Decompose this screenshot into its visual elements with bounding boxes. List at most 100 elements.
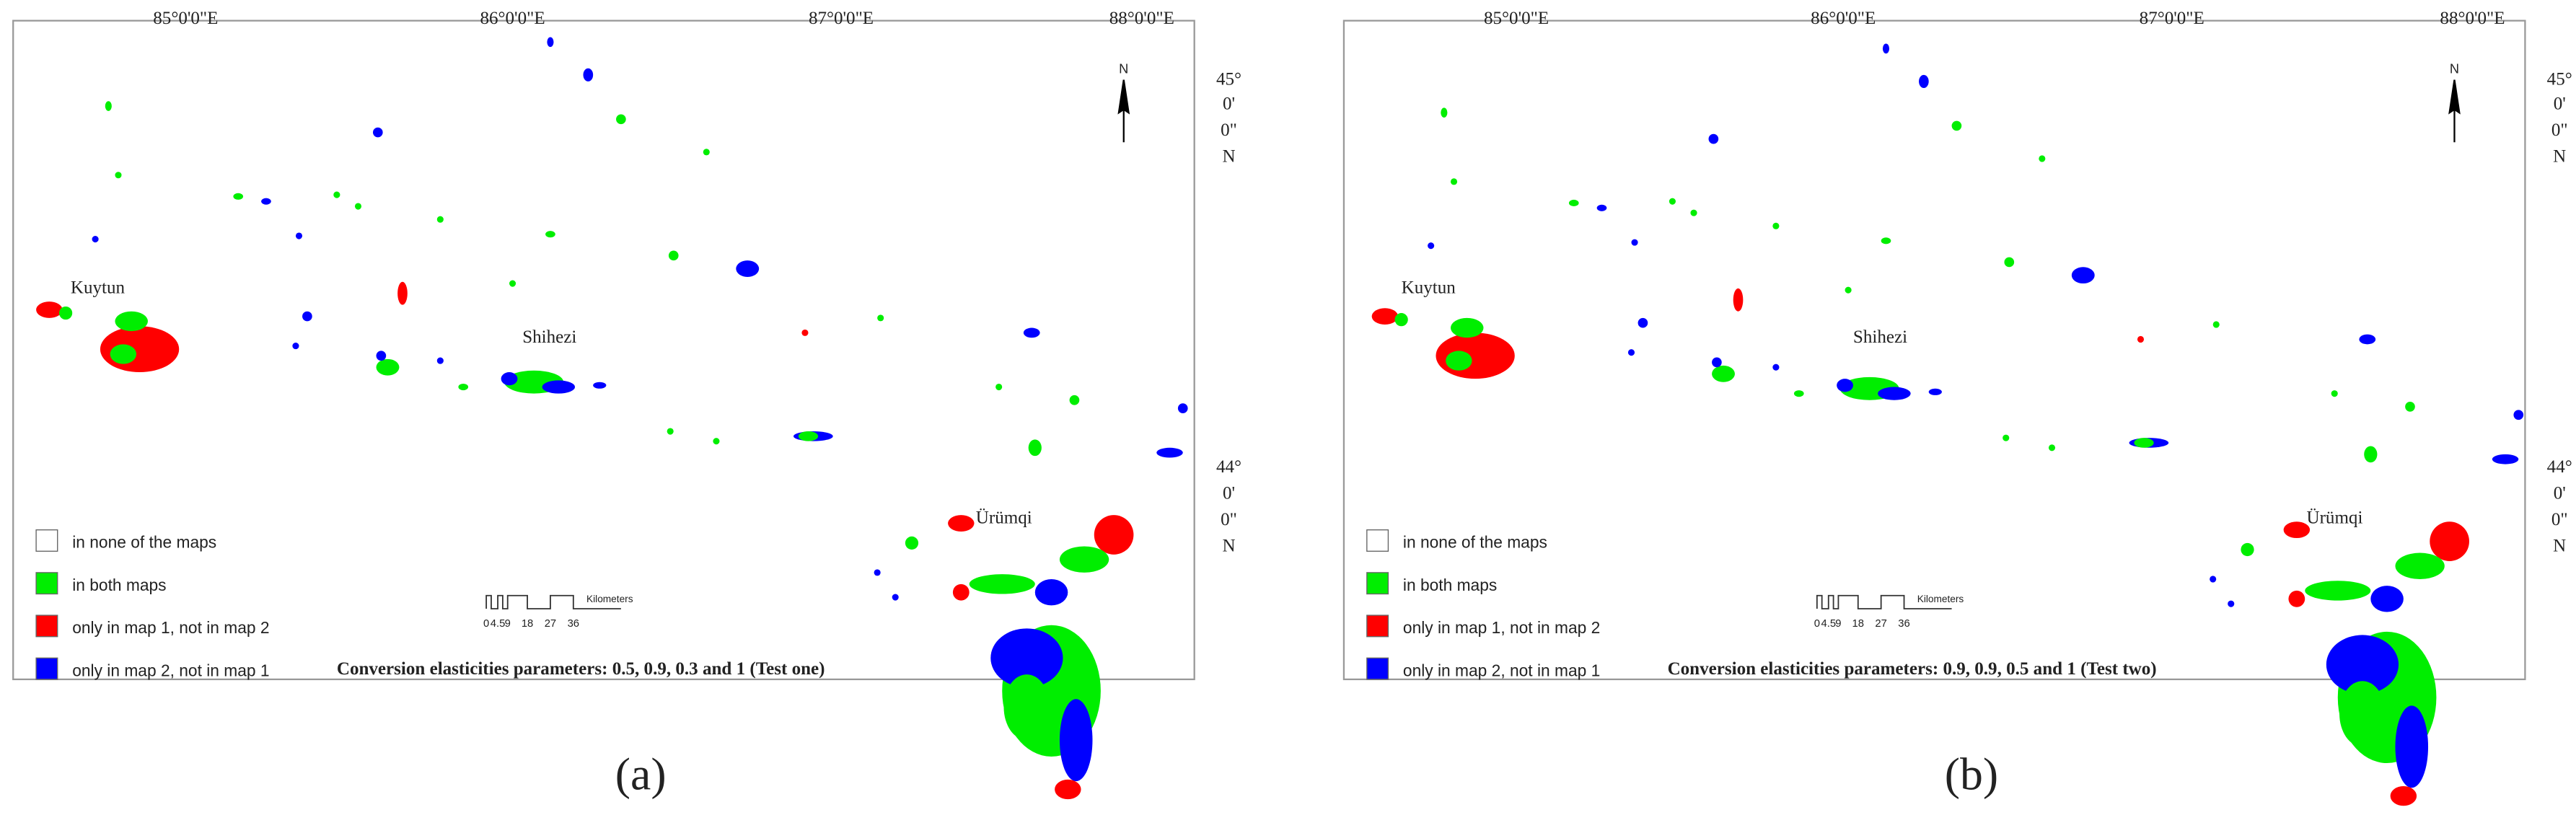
map-panel: 85°0'0"E 86°0'0"E 87°0'0"E 88°0'0"E 45° 0' 0" N… <box>1342 9 2572 806</box>
land-patch <box>1023 327 1040 338</box>
land-patch <box>2395 552 2445 579</box>
land-patch <box>1772 364 1780 371</box>
land-patch <box>877 314 884 322</box>
land-patch <box>1450 178 1458 185</box>
land-patch <box>1919 74 1929 89</box>
land-patch <box>292 343 299 350</box>
place-name: Kuytun <box>71 278 126 298</box>
latitude-label: N <box>1222 147 1235 167</box>
place-name: Kuytun <box>1402 278 1456 298</box>
land-patch <box>668 250 679 261</box>
land-patch <box>1059 699 1093 782</box>
scale-bar <box>485 594 621 609</box>
land-patch <box>1638 317 1648 328</box>
land-patch <box>1450 317 1484 338</box>
land-patch <box>1028 439 1042 457</box>
land-patch <box>713 438 720 445</box>
map-frame <box>12 19 1195 681</box>
longitude-label: 88°0'0"E <box>1109 9 1174 28</box>
land-patch <box>233 193 244 200</box>
scale-unit: Kilometers <box>586 594 633 604</box>
land-patch <box>547 37 554 48</box>
land-patch <box>1881 237 1891 244</box>
land-patch <box>115 172 122 179</box>
land-patch <box>1596 204 1607 211</box>
land-patch <box>2004 257 2015 268</box>
map-frame <box>1342 19 2526 681</box>
legend-swatch <box>35 572 58 595</box>
land-patch <box>436 357 444 364</box>
longitude-label: 86°0'0"E <box>480 9 545 28</box>
land-patch <box>1069 395 1080 405</box>
land-patch <box>2288 590 2305 607</box>
scale-label: 4.5 <box>1821 618 1836 630</box>
scale-label: 0 <box>483 618 489 630</box>
land-patch <box>2339 681 2386 747</box>
scale-label: 18 <box>1852 618 1864 630</box>
map-panel: 85°0'0"E 86°0'0"E 87°0'0"E 88°0'0"E 45° 0' 0" N… <box>12 9 1241 800</box>
land-patch <box>1733 288 1744 312</box>
land-patch <box>2048 444 2056 451</box>
land-patch <box>801 329 809 336</box>
land-patch <box>1882 43 1890 54</box>
longitude-label: 87°0'0"E <box>809 9 874 28</box>
land-patch <box>2039 155 2046 162</box>
legend-label: in none of the maps <box>1403 533 1547 552</box>
scale-bar <box>1816 594 1952 609</box>
panel-label: (a) <box>615 749 667 800</box>
land-patch <box>2359 334 2376 345</box>
scale-label: 36 <box>1898 618 1909 630</box>
scale-label: 4.5 <box>491 618 506 630</box>
longitude-label: 87°0'0"E <box>2140 9 2204 28</box>
land-patch <box>2492 454 2519 464</box>
legend-label: only in map 1, not in map 2 <box>72 618 269 637</box>
legend-label: only in map 1, not in map 2 <box>1403 618 1600 637</box>
land-patch <box>1712 357 1722 368</box>
north-arrow <box>1117 79 1130 143</box>
land-patch <box>2364 446 2378 463</box>
land-patch <box>892 594 899 601</box>
latitude-label: 0" <box>1221 510 1237 529</box>
land-patch <box>1446 351 1472 371</box>
legend-swatch <box>1366 657 1389 680</box>
land-patch <box>969 574 1035 594</box>
land-patch <box>2212 321 2220 328</box>
land-patch <box>2390 785 2417 806</box>
land-patch <box>667 428 674 435</box>
latitude-label: N <box>2553 536 2566 555</box>
legend-swatch <box>1366 614 1389 638</box>
land-patch <box>501 372 518 386</box>
land-patch <box>1708 133 1719 144</box>
legend-label: only in map 2, not in map 1 <box>72 661 269 679</box>
land-patch <box>1669 198 1676 205</box>
land-patch <box>1371 308 1399 325</box>
latitude-label: 0' <box>2554 483 2566 503</box>
land-patch <box>2370 586 2404 612</box>
land-patch <box>36 301 63 318</box>
scale-label: 9 <box>1835 618 1841 630</box>
land-patch <box>736 260 760 277</box>
place-name: Ürümqi <box>976 508 1032 528</box>
land-patch <box>2228 600 2235 607</box>
land-patch <box>333 191 340 198</box>
land-patch <box>58 306 73 320</box>
north-label: N <box>1119 62 1128 76</box>
land-patch <box>1690 209 1697 216</box>
land-patch <box>905 536 919 550</box>
land-patch <box>1568 199 1579 207</box>
latitude-label: 45° <box>2547 69 2572 89</box>
land-patch <box>1712 365 1735 382</box>
legend-label: only in map 2, not in map 1 <box>1403 661 1600 679</box>
land-patch <box>302 311 312 322</box>
land-patch <box>1428 242 1435 250</box>
legend-swatch <box>35 529 58 552</box>
land-patch <box>798 431 819 441</box>
latitude-label: 0" <box>1221 120 1237 140</box>
land-patch <box>1878 387 1911 400</box>
land-patch <box>1837 379 1853 392</box>
land-patch <box>354 203 362 210</box>
land-patch <box>2241 542 2254 557</box>
latitude-label: N <box>1222 536 1235 555</box>
land-patch <box>542 380 576 394</box>
